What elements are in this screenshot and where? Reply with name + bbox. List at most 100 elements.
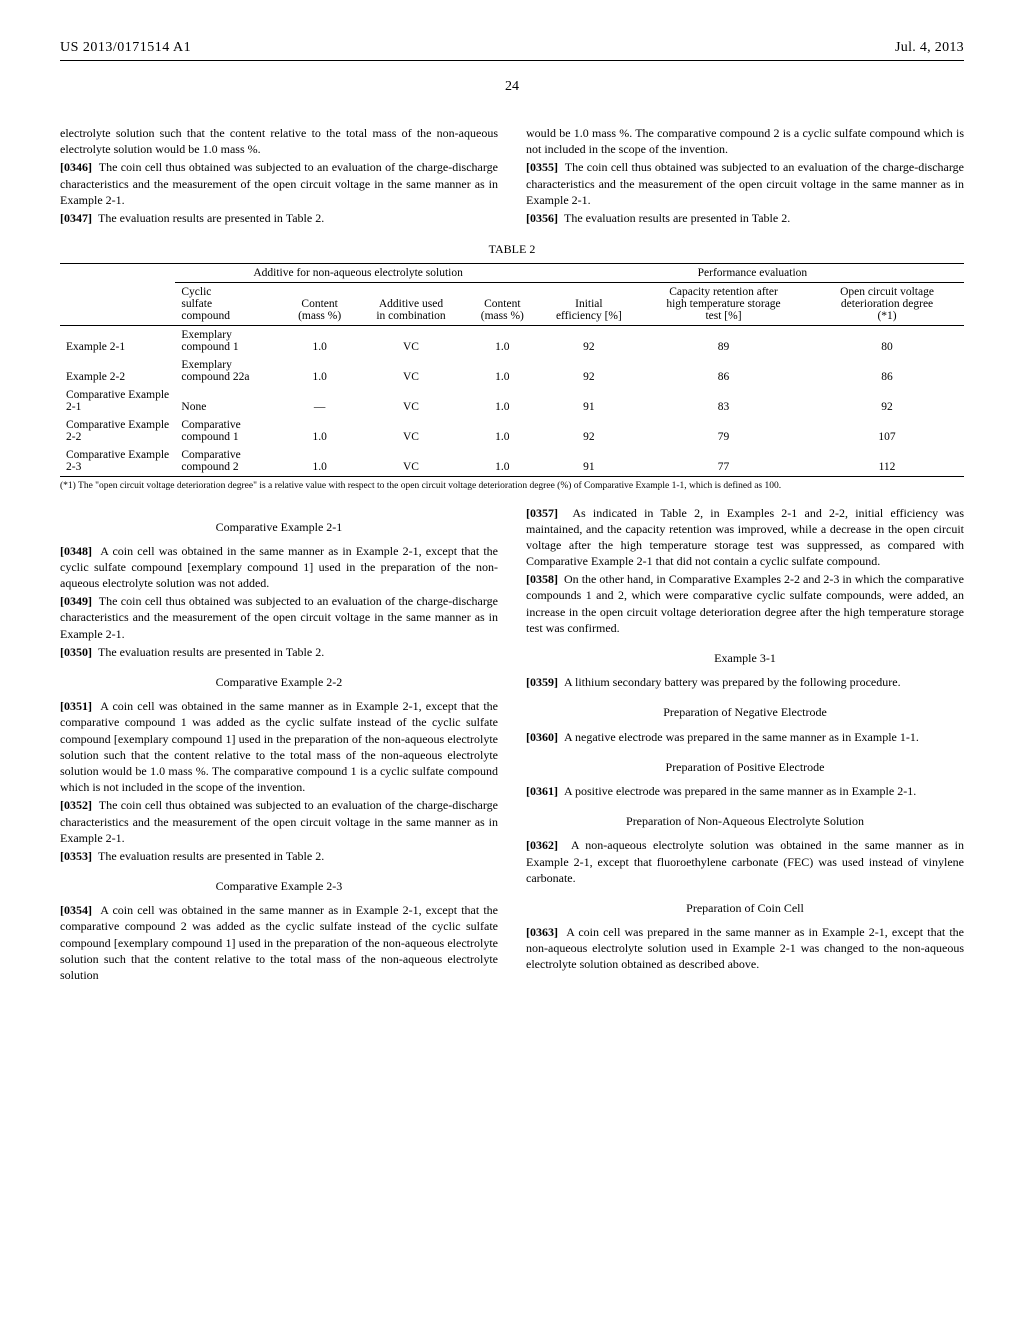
lower-columns: Comparative Example 2-1 [0348] A coin ce… <box>60 505 964 986</box>
para-0363-text: A coin cell was prepared in the same man… <box>526 925 964 971</box>
para-0351-text: A coin cell was obtained in the same man… <box>60 699 498 794</box>
heading-pos-electrode: Preparation of Positive Electrode <box>526 759 964 775</box>
heading-ce21: Comparative Example 2-1 <box>60 519 498 535</box>
table-row: Comparative Example 2-2Comparative compo… <box>60 416 964 446</box>
para-0347-text: The evaluation results are presented in … <box>98 211 324 225</box>
th-cap-l1: Capacity retention after <box>669 286 778 298</box>
para-0358: [0358] On the other hand, in Comparative… <box>526 571 964 636</box>
th-cyclic-l2: sulfate <box>181 298 212 310</box>
th-cyclic-l1: Cyclic <box>181 286 211 298</box>
para-0361: [0361] A positive electrode was prepared… <box>526 783 964 799</box>
paranum-0351: [0351] <box>60 699 92 713</box>
th-content2-l2: (mass %) <box>481 310 524 322</box>
para-0356-text: The evaluation results are presented in … <box>564 211 790 225</box>
heading-ce22: Comparative Example 2-2 <box>60 674 498 690</box>
paranum-0359: [0359] <box>526 675 558 689</box>
table-row: Example 2-1Exemplary compound 11.0VC1.09… <box>60 326 964 357</box>
th-content2-l1: Content <box>484 298 520 310</box>
heading-neg-electrode: Preparation of Negative Electrode <box>526 704 964 720</box>
para-0346-text: The coin cell thus obtained was subjecte… <box>60 160 498 206</box>
intro-para: electrolyte solution such that the conte… <box>60 125 498 157</box>
para-0351: [0351] A coin cell was obtained in the s… <box>60 698 498 795</box>
para-0347: [0347] The evaluation results are presen… <box>60 210 498 226</box>
th-cap-l2: high temperature storage <box>666 298 780 310</box>
para-0362-text: A non-aqueous electrolyte solution was o… <box>526 838 964 884</box>
para-0350-text: The evaluation results are presented in … <box>98 645 324 659</box>
para-0355-text: The coin cell thus obtained was subjecte… <box>526 160 964 206</box>
header-rule <box>60 60 964 61</box>
para-0349: [0349] The coin cell thus obtained was s… <box>60 593 498 642</box>
table-row: Comparative Example 2-1None—VC1.0918392 <box>60 386 964 416</box>
heading-ce23: Comparative Example 2-3 <box>60 878 498 894</box>
paranum-0362: [0362] <box>526 838 558 852</box>
upper-columns: electrolyte solution such that the conte… <box>60 125 964 228</box>
th-addused-l1: Additive used <box>379 298 443 310</box>
page-header: US 2013/0171514 A1 Jul. 4, 2013 <box>60 40 964 56</box>
para-0353: [0353] The evaluation results are presen… <box>60 848 498 864</box>
th-cap-l3: test [%] <box>705 310 741 322</box>
paranum-0355: [0355] <box>526 160 558 174</box>
para-0362: [0362] A non-aqueous electrolyte solutio… <box>526 837 964 886</box>
col2-cont: would be 1.0 mass %. The comparative com… <box>526 125 964 157</box>
publication-date: Jul. 4, 2013 <box>895 40 964 56</box>
th-addused-l2: in combination <box>376 310 445 322</box>
para-0352: [0352] The coin cell thus obtained was s… <box>60 797 498 846</box>
th-cyclic-l3: compound <box>181 310 230 322</box>
paranum-0348: [0348] <box>60 544 92 558</box>
paranum-0358: [0358] <box>526 572 558 586</box>
th-init-l1: Initial <box>575 298 602 310</box>
para-0357: [0357] As indicated in Table 2, in Examp… <box>526 505 964 570</box>
publication-number: US 2013/0171514 A1 <box>60 40 191 56</box>
paranum-0356: [0356] <box>526 211 558 225</box>
para-0353-text: The evaluation results are presented in … <box>98 849 324 863</box>
para-0357-text: As indicated in Table 2, in Examples 2-1… <box>526 506 964 569</box>
th-ocv-l2: deterioration degree <box>841 298 933 310</box>
page-number: 24 <box>60 79 964 95</box>
th-group-performance: Performance evaluation <box>541 264 964 283</box>
para-0354: [0354] A coin cell was obtained in the s… <box>60 902 498 983</box>
table-body: Example 2-1Exemplary compound 11.0VC1.09… <box>60 326 964 477</box>
table-row: Example 2-2Exemplary compound 22a1.0VC1.… <box>60 356 964 386</box>
para-0359-text: A lithium secondary battery was prepared… <box>564 675 901 689</box>
paranum-0360: [0360] <box>526 730 558 744</box>
th-content1-l2: (mass %) <box>298 310 341 322</box>
paranum-0346: [0346] <box>60 160 92 174</box>
table-footnote: (*1) The "open circuit voltage deteriora… <box>60 481 964 492</box>
heading-coin-cell: Preparation of Coin Cell <box>526 900 964 916</box>
para-0360-text: A negative electrode was prepared in the… <box>564 730 919 744</box>
paranum-0357: [0357] <box>526 506 558 520</box>
heading-nonaq-electrolyte: Preparation of Non-Aqueous Electrolyte S… <box>526 813 964 829</box>
para-0346: [0346] The coin cell thus obtained was s… <box>60 159 498 208</box>
th-group-additive: Additive for non-aqueous electrolyte sol… <box>175 264 540 283</box>
paranum-0352: [0352] <box>60 798 92 812</box>
paranum-0361: [0361] <box>526 784 558 798</box>
heading-e31: Example 3-1 <box>526 650 964 666</box>
para-0350: [0350] The evaluation results are presen… <box>60 644 498 660</box>
para-0354-text: A coin cell was obtained in the same man… <box>60 903 498 982</box>
para-0352-text: The coin cell thus obtained was subjecte… <box>60 798 498 844</box>
para-0356: [0356] The evaluation results are presen… <box>526 210 964 226</box>
table-2-grid: Additive for non-aqueous electrolyte sol… <box>60 263 964 477</box>
para-0360: [0360] A negative electrode was prepared… <box>526 729 964 745</box>
paranum-0350: [0350] <box>60 645 92 659</box>
th-init-l2: efficiency [%] <box>556 310 622 322</box>
paranum-0363: [0363] <box>526 925 558 939</box>
para-0358-text: On the other hand, in Comparative Exampl… <box>526 572 964 635</box>
table-caption: TABLE 2 <box>60 242 964 257</box>
paranum-0349: [0349] <box>60 594 92 608</box>
th-ocv-l1: Open circuit voltage <box>840 286 934 298</box>
paranum-0347: [0347] <box>60 211 92 225</box>
para-0348-text: A coin cell was obtained in the same man… <box>60 544 498 590</box>
para-0361-text: A positive electrode was prepared in the… <box>564 784 916 798</box>
paranum-0354: [0354] <box>60 903 92 917</box>
th-content1-l1: Content <box>301 298 337 310</box>
para-0355: [0355] The coin cell thus obtained was s… <box>526 159 964 208</box>
para-0363: [0363] A coin cell was prepared in the s… <box>526 924 964 973</box>
th-ocv-l3: (*1) <box>877 310 896 322</box>
paranum-0353: [0353] <box>60 849 92 863</box>
table-row: Comparative Example 2-3Comparative compo… <box>60 446 964 477</box>
para-0348: [0348] A coin cell was obtained in the s… <box>60 543 498 592</box>
para-0349-text: The coin cell thus obtained was subjecte… <box>60 594 498 640</box>
table-2: TABLE 2 Additive for non-aqueous electro… <box>60 242 964 492</box>
para-0359: [0359] A lithium secondary battery was p… <box>526 674 964 690</box>
